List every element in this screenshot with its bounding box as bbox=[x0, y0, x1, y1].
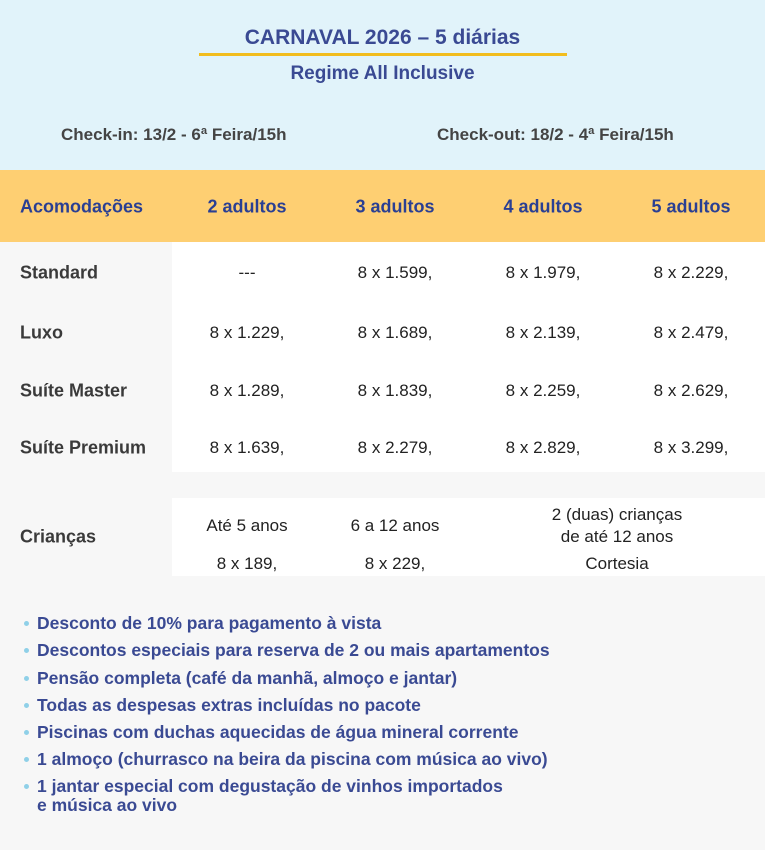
price-cell: 8 x 1.689, bbox=[357, 323, 433, 342]
row-label: Luxo bbox=[20, 322, 63, 343]
price-cell: 8 x 2.139, bbox=[505, 323, 581, 342]
price-cell: 8 x 1.979, bbox=[505, 263, 581, 282]
bullet-icon bbox=[24, 757, 29, 762]
list-item: Pensão completa (café da manhã, almoço e… bbox=[24, 669, 457, 688]
list-item: Descontos especiais para reserva de 2 ou… bbox=[24, 641, 550, 660]
price-cell: --- bbox=[238, 263, 256, 282]
price-cell: 8 x 3.299, bbox=[653, 438, 729, 457]
price-cell: 8 x 2.229, bbox=[653, 263, 729, 282]
bullet-icon bbox=[24, 621, 29, 626]
row-label: Suíte Premium bbox=[20, 437, 147, 458]
children-age: 6 a 12 anos bbox=[350, 516, 440, 535]
price-cell: 8 x 1.229, bbox=[209, 323, 285, 342]
children-label: Crianças bbox=[20, 526, 97, 547]
price-table-body bbox=[172, 242, 765, 472]
header-section bbox=[0, 0, 765, 170]
children-price: 8 x 189, bbox=[216, 554, 278, 573]
bullet-icon bbox=[24, 703, 29, 708]
children-table bbox=[172, 498, 765, 576]
column-header: 3 adultos bbox=[355, 196, 435, 217]
price-cell: 8 x 1.639, bbox=[209, 438, 285, 457]
bullet-icon bbox=[24, 648, 29, 653]
column-header: 2 adultos bbox=[207, 196, 287, 217]
list-item: Todas as despesas extras incluídas no pa… bbox=[24, 696, 421, 715]
children-price: 8 x 229, bbox=[364, 554, 426, 573]
checkin-info: Check-in: 13/2 - 6ª Feira/15h bbox=[61, 125, 287, 144]
page-subtitle: Regime All Inclusive bbox=[290, 63, 475, 84]
price-cell: 8 x 2.279, bbox=[357, 438, 433, 457]
bullet-icon bbox=[24, 784, 29, 789]
children-price: Cortesia bbox=[585, 554, 649, 573]
list-item: 1 jantar especial com degustação de vinh… bbox=[24, 777, 503, 815]
price-cell: 8 x 1.289, bbox=[209, 381, 285, 400]
checkout-info: Check-out: 18/2 - 4ª Feira/15h bbox=[437, 125, 674, 144]
row-label: Standard bbox=[20, 262, 99, 283]
list-item: Piscinas com duchas aquecidas de água mi… bbox=[24, 723, 518, 742]
price-cell: 8 x 2.479, bbox=[653, 323, 729, 342]
children-age: 2 (duas) crianças bbox=[551, 505, 683, 524]
bullet-icon bbox=[24, 676, 29, 681]
page-title: CARNAVAL 2026 – 5 diárias bbox=[244, 26, 521, 49]
list-item: Desconto de 10% para pagamento à vista bbox=[24, 614, 381, 633]
list-item: 1 almoço (churrasco na beira da piscina … bbox=[24, 750, 548, 769]
column-header-accommodations: Acomodações bbox=[20, 196, 144, 217]
children-age: Até 5 anos bbox=[206, 516, 288, 535]
price-cell: 8 x 1.599, bbox=[357, 263, 433, 282]
price-cell: 8 x 1.839, bbox=[357, 381, 433, 400]
bullet-icon bbox=[24, 730, 29, 735]
column-header: 5 adultos bbox=[651, 196, 731, 217]
column-header: 4 adultos bbox=[503, 196, 583, 217]
price-cell: 8 x 2.629, bbox=[653, 381, 729, 400]
price-cell: 8 x 2.259, bbox=[505, 381, 581, 400]
children-age: de até 12 anos bbox=[560, 527, 674, 546]
table-header bbox=[0, 170, 765, 242]
price-cell: 8 x 2.829, bbox=[505, 438, 581, 457]
row-label: Suíte Master bbox=[20, 380, 128, 401]
title-underline bbox=[199, 53, 567, 56]
